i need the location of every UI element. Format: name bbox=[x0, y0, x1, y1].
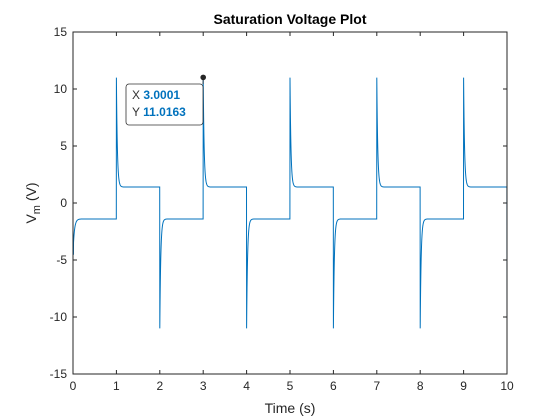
x-tick-label: 3 bbox=[200, 379, 207, 393]
datatip-x-value: 3.0001 bbox=[143, 88, 180, 102]
x-tick-label: 6 bbox=[330, 379, 337, 393]
x-tick-label: 10 bbox=[500, 379, 514, 393]
x-tick-label: 7 bbox=[373, 379, 380, 393]
y-tick-label: 0 bbox=[60, 196, 67, 210]
y-tick-label: 5 bbox=[60, 139, 67, 153]
x-tick-label: 2 bbox=[156, 379, 163, 393]
y-tick-label: -15 bbox=[50, 367, 68, 381]
series-line bbox=[72, 77, 508, 329]
datatip-y-row: Y 11.0163 bbox=[132, 105, 186, 119]
x-tick-label: 4 bbox=[243, 379, 250, 393]
datatip-y-value: 11.0163 bbox=[143, 105, 186, 119]
axes-box bbox=[72, 31, 508, 375]
x-tick-label: 9 bbox=[460, 379, 467, 393]
datatip-x-row: X 3.0001 bbox=[132, 88, 180, 102]
datatip-box[interactable] bbox=[125, 83, 204, 126]
y-tick-label: 15 bbox=[54, 25, 68, 39]
y-axis-label-subscript: m bbox=[31, 205, 43, 214]
y-axis-label-unit: (V) bbox=[23, 182, 39, 205]
y-axis-label: Vm (V) bbox=[23, 182, 43, 223]
x-tick-label: 5 bbox=[287, 379, 294, 393]
y-tick-label: -5 bbox=[56, 253, 67, 267]
x-tick-label: 1 bbox=[113, 379, 120, 393]
x-tick-label: 0 bbox=[70, 379, 77, 393]
datatip-y-label: Y bbox=[132, 105, 140, 119]
y-tick-label: -10 bbox=[50, 310, 68, 324]
datatip-marker[interactable] bbox=[200, 74, 207, 81]
x-axis-label: Time (s) bbox=[265, 400, 316, 416]
datatip-x-label: X bbox=[132, 88, 140, 102]
datatip[interactable]: X 3.0001 Y 11.0163 bbox=[125, 74, 207, 126]
y-tick-label: 10 bbox=[54, 82, 68, 96]
y-axis-label-main: V bbox=[23, 214, 39, 224]
x-tick-label: 8 bbox=[417, 379, 424, 393]
chart-title: Saturation Voltage Plot bbox=[214, 11, 367, 27]
